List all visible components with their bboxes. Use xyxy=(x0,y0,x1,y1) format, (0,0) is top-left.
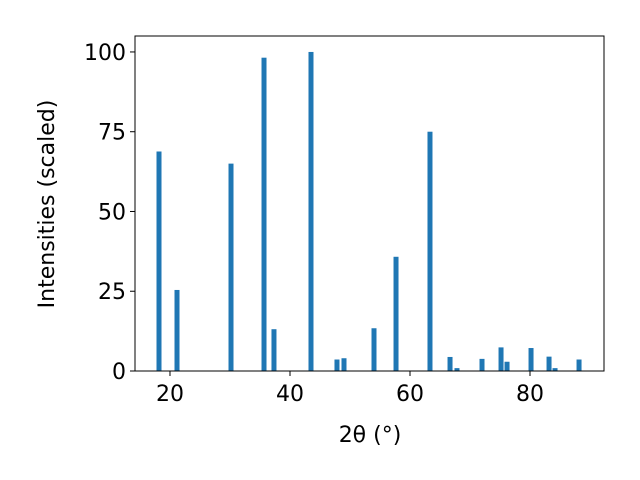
bar xyxy=(228,163,234,371)
plot-frame xyxy=(134,35,605,372)
x-tick-label: 60 xyxy=(396,382,424,407)
y-tick-label: 50 xyxy=(98,200,126,225)
bar xyxy=(504,361,510,371)
bar xyxy=(427,131,433,371)
bar xyxy=(498,347,504,371)
x-axis-label: 2θ (°) xyxy=(339,423,402,448)
bar xyxy=(341,358,347,371)
bar xyxy=(447,356,453,371)
bar xyxy=(271,329,277,371)
bar xyxy=(546,356,552,371)
bar xyxy=(261,57,267,371)
x-tick-label: 20 xyxy=(156,382,184,407)
bar xyxy=(454,368,460,371)
y-axis-label: Intensities (scaled) xyxy=(35,100,60,309)
bar xyxy=(552,368,558,371)
bar xyxy=(174,289,180,371)
y-tick-label: 75 xyxy=(98,121,126,146)
bar xyxy=(393,256,399,371)
bar xyxy=(576,359,582,371)
bar xyxy=(156,151,162,371)
bar xyxy=(371,328,377,371)
x-tick-label: 40 xyxy=(276,382,304,407)
bar xyxy=(528,348,534,371)
y-tick-label: 25 xyxy=(98,280,126,305)
bar xyxy=(334,359,340,371)
y-tick-label: 0 xyxy=(112,360,126,385)
x-tick-label: 80 xyxy=(516,382,544,407)
bar xyxy=(308,51,314,371)
y-tick-label: 100 xyxy=(84,41,126,66)
bar xyxy=(479,358,485,371)
